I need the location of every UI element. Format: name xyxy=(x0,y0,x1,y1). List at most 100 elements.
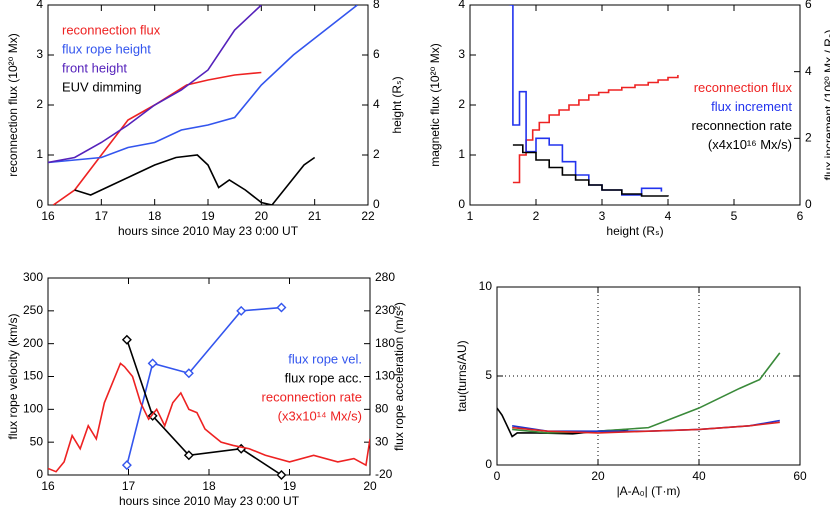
legend-entry: EUV dimming xyxy=(62,79,141,94)
y-tick-label: 10 xyxy=(479,279,493,293)
y2-tick-label: 6 xyxy=(805,0,812,11)
y2-tick-label: 2 xyxy=(805,131,812,145)
y-tick-label: 1 xyxy=(36,147,43,161)
y-tick-label: 0 xyxy=(485,457,492,471)
x-tick-label: 20 xyxy=(255,209,269,223)
plot-frame xyxy=(469,4,801,206)
x-tick-label: 22 xyxy=(361,209,375,223)
y-axis-label: reconnection flux (10²⁰ Mx) xyxy=(6,33,20,177)
marker xyxy=(183,368,194,379)
y-tick-label: 150 xyxy=(23,369,43,383)
plot-frame xyxy=(496,286,801,466)
x-tick-label: 18 xyxy=(148,209,162,223)
x-tick-label: 1 xyxy=(467,209,474,223)
y-axis-label: magnetic flux (10²⁰ Mx) xyxy=(428,43,442,167)
x-tick-label: 40 xyxy=(692,469,706,483)
marker xyxy=(121,460,132,471)
series-line xyxy=(512,144,669,197)
x-axis-label: height (Rₛ) xyxy=(606,224,663,238)
y2-tick-label: 80 xyxy=(375,402,389,416)
x-tick-label: 0 xyxy=(494,469,501,483)
y2-tick-label: 30 xyxy=(375,434,389,448)
y2-tick-label: 2 xyxy=(373,147,380,161)
y-tick-label: 0 xyxy=(36,197,43,211)
marker xyxy=(147,358,158,369)
y2-axis-label: height (Rₛ) xyxy=(390,76,404,133)
y2-tick-label: 0 xyxy=(805,197,812,211)
y-tick-label: 3 xyxy=(458,47,465,61)
legend-entry: (x4x10¹⁶ Mx/s) xyxy=(708,137,792,152)
legend-entry: flux rope acc. xyxy=(285,370,362,385)
x-tick-label: 3 xyxy=(599,209,606,223)
x-tick-label: 17 xyxy=(95,209,109,223)
y-tick-label: 2 xyxy=(36,97,43,111)
series-line xyxy=(512,75,679,184)
legend-entry: flux rope vel. xyxy=(288,351,362,366)
y-tick-label: 1 xyxy=(458,147,465,161)
x-tick-label: 19 xyxy=(283,479,297,493)
legend-entry: reconnection flux xyxy=(694,80,793,95)
panel: 16 17 18 19 20050100150200250300-20308013018… xyxy=(6,270,406,508)
x-axis-label: |A-A₀| (T·m) xyxy=(617,484,681,498)
plot-frame xyxy=(47,4,369,206)
series-line xyxy=(74,154,316,205)
y-tick-label: 5 xyxy=(485,368,492,382)
y-tick-label: 300 xyxy=(23,270,43,284)
x-tick-label: 19 xyxy=(201,209,215,223)
legend-entry: flux increment xyxy=(711,99,792,114)
series-line xyxy=(509,5,663,196)
y-tick-label: 0 xyxy=(36,467,43,481)
y2-tick-label: 4 xyxy=(805,64,812,78)
series-line xyxy=(48,362,370,473)
legend-entry: reconnection rate xyxy=(692,118,792,133)
legend-entry: (x3x10¹⁴ Mx/s) xyxy=(278,408,362,423)
x-tick-label: 21 xyxy=(308,209,322,223)
y2-tick-label: 130 xyxy=(375,369,395,383)
y-tick-label: 0 xyxy=(458,197,465,211)
y-tick-label: 4 xyxy=(36,0,43,11)
marker xyxy=(183,450,194,461)
legend-entry: front height xyxy=(62,60,127,75)
x-axis-label: hours since 2010 May 23 0:00 UT xyxy=(118,224,299,238)
y2-tick-label: 180 xyxy=(375,336,395,350)
y2-tick-label: 8 xyxy=(373,0,380,11)
x-tick-label: 4 xyxy=(665,209,672,223)
legend-entry: reconnection rate xyxy=(262,389,362,404)
x-tick-label: 60 xyxy=(793,469,807,483)
x-tick-label: 16 xyxy=(41,209,55,223)
x-tick-label: 18 xyxy=(202,479,216,493)
x-tick-label: 16 xyxy=(41,479,55,493)
x-tick-label: 20 xyxy=(363,479,377,493)
marker xyxy=(236,305,247,316)
series-line xyxy=(126,339,282,475)
x-tick-label: 2 xyxy=(533,209,540,223)
legend-entry: reconnection flux xyxy=(62,22,161,37)
y-axis-label: flux rope velocity (km/s) xyxy=(6,313,20,439)
marker xyxy=(276,470,287,480)
y-tick-label: 200 xyxy=(23,336,43,350)
series-line xyxy=(48,5,358,164)
x-tick-label: 17 xyxy=(122,479,136,493)
y-tick-label: 2 xyxy=(458,97,465,111)
y2-axis-label: flux rope acceleration (m/s²) xyxy=(392,302,406,451)
legend-entry: flux rope height xyxy=(62,41,151,56)
marker xyxy=(276,302,287,313)
series-line xyxy=(512,352,781,434)
x-tick-label: 20 xyxy=(591,469,605,483)
y-tick-label: 3 xyxy=(36,47,43,61)
y2-tick-label: 4 xyxy=(373,97,380,111)
panel: 0 20 40 60 0 5 10 |A-A₀| (T·m) tau(turns/AU) xyxy=(455,279,807,498)
series-line xyxy=(512,421,780,434)
plot-frame xyxy=(47,277,371,476)
y2-tick-label: 6 xyxy=(373,47,380,61)
y2-tick-label: 230 xyxy=(375,303,395,317)
x-tick-label: 5 xyxy=(731,209,738,223)
y-tick-label: 100 xyxy=(23,402,43,416)
y-tick-label: 4 xyxy=(458,0,465,11)
y2-axis-label: flux increment (10²⁰ Mx / Rₛ) xyxy=(822,30,830,181)
y2-tick-label: -20 xyxy=(375,467,393,481)
marker xyxy=(121,334,132,345)
